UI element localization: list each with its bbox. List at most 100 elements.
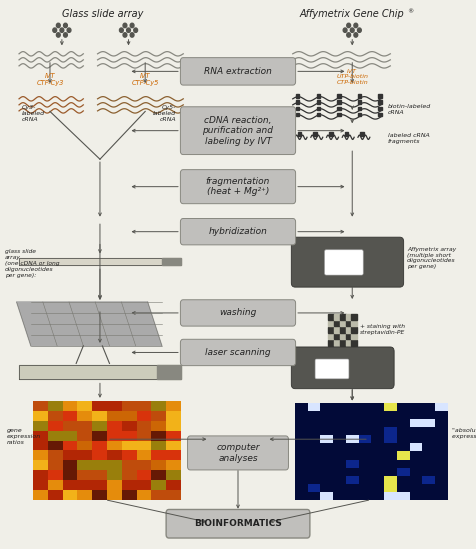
Circle shape [56, 23, 60, 27]
Text: laser scanning: laser scanning [205, 348, 271, 357]
FancyBboxPatch shape [291, 347, 394, 389]
Text: Cy3-
labeled
cRNA: Cy3- labeled cRNA [21, 105, 45, 122]
Text: IVT
UTP-biotin
CTP-biotin: IVT UTP-biotin CTP-biotin [336, 69, 368, 85]
Bar [340, 327, 346, 333]
Bar [337, 113, 340, 116]
FancyBboxPatch shape [180, 107, 296, 155]
Bar [317, 107, 320, 110]
Text: Affymetrix Gene Chip: Affymetrix Gene Chip [300, 9, 405, 19]
Text: IVT
CTP-Cy5: IVT CTP-Cy5 [131, 73, 159, 86]
Text: labeled cRNA
fragments: labeled cRNA fragments [388, 133, 430, 144]
Circle shape [127, 28, 130, 32]
Circle shape [63, 33, 68, 37]
Bar [328, 340, 334, 346]
Text: IVT
CTP-Cy3: IVT CTP-Cy3 [36, 73, 64, 86]
Bar [346, 314, 351, 320]
Circle shape [350, 28, 354, 32]
Text: glass slide
array
(one cDNA or long
oligonucleotides
per gene):: glass slide array (one cDNA or long olig… [5, 249, 59, 278]
Bar [340, 334, 346, 339]
Bar [351, 321, 357, 326]
Bar [351, 334, 357, 339]
FancyBboxPatch shape [325, 250, 363, 275]
Bar [346, 327, 351, 333]
Bar [378, 107, 382, 110]
Bar [346, 321, 351, 326]
Bar [328, 334, 334, 339]
Circle shape [123, 33, 127, 37]
Bar [328, 327, 334, 333]
Bar [337, 94, 340, 98]
FancyBboxPatch shape [180, 170, 296, 204]
Bar [351, 327, 357, 333]
Text: "absolute" gene
expression levels: "absolute" gene expression levels [452, 428, 476, 439]
Text: computer
analyses: computer analyses [216, 443, 260, 463]
Circle shape [60, 28, 64, 32]
Bar [334, 327, 340, 333]
Bar [358, 94, 361, 98]
FancyBboxPatch shape [315, 359, 349, 379]
FancyBboxPatch shape [188, 436, 288, 470]
Bar [328, 321, 334, 326]
Polygon shape [17, 302, 162, 346]
Circle shape [67, 28, 71, 32]
Circle shape [354, 23, 357, 27]
Text: ®: ® [407, 9, 413, 15]
Text: hybridization: hybridization [208, 227, 268, 236]
Bar [358, 107, 361, 110]
Text: cDNA reaction,
purification and
labeling by IVT: cDNA reaction, purification and labeling… [202, 116, 274, 145]
Bar [296, 113, 299, 116]
Bar [378, 113, 382, 116]
Circle shape [343, 28, 347, 32]
Bar [329, 132, 333, 136]
Circle shape [134, 28, 138, 32]
Circle shape [354, 33, 357, 37]
Text: Cy5-
labeled
cRNA: Cy5- labeled cRNA [153, 105, 176, 122]
Text: gene
expression
ratios: gene expression ratios [7, 428, 41, 445]
Polygon shape [162, 258, 181, 265]
Text: Affymetrix array
(multiple short
oligonucleotides
per gene): Affymetrix array (multiple short oligonu… [407, 247, 456, 269]
Bar [328, 314, 334, 320]
Circle shape [130, 33, 134, 37]
Circle shape [130, 23, 134, 27]
Text: biotin-labeled
cRNA: biotin-labeled cRNA [388, 104, 431, 115]
Bar [340, 314, 346, 320]
Text: + staining with
streptavidin-PE: + staining with streptavidin-PE [360, 324, 406, 335]
Bar [358, 100, 361, 104]
Bar [334, 314, 340, 320]
Bar [337, 100, 340, 104]
Bar [317, 100, 320, 104]
FancyBboxPatch shape [166, 509, 310, 538]
Bar [317, 94, 320, 98]
Bar [358, 113, 361, 116]
Text: RNA extraction: RNA extraction [204, 67, 272, 76]
Bar [351, 340, 357, 346]
FancyBboxPatch shape [180, 219, 296, 245]
Circle shape [119, 28, 123, 32]
Bar [296, 107, 299, 110]
Circle shape [357, 28, 361, 32]
Polygon shape [19, 258, 181, 265]
Bar [378, 100, 382, 104]
Circle shape [63, 23, 68, 27]
Bar [296, 94, 299, 98]
Bar [346, 340, 351, 346]
Circle shape [53, 28, 57, 32]
Polygon shape [19, 365, 181, 379]
Bar [313, 132, 317, 136]
Circle shape [123, 23, 127, 27]
Bar [346, 334, 351, 339]
Bar [351, 314, 357, 320]
Text: fragmentation
(heat + Mg²⁺): fragmentation (heat + Mg²⁺) [206, 177, 270, 197]
FancyBboxPatch shape [180, 339, 296, 366]
Bar [296, 100, 299, 104]
Bar [334, 321, 340, 326]
Bar [334, 340, 340, 346]
Bar [340, 321, 346, 326]
Circle shape [347, 33, 350, 37]
FancyBboxPatch shape [180, 300, 296, 326]
Text: BIOINFORMATICS: BIOINFORMATICS [194, 519, 282, 528]
Bar [345, 132, 348, 136]
Polygon shape [157, 365, 181, 379]
Bar [334, 334, 340, 339]
Bar [298, 132, 301, 136]
